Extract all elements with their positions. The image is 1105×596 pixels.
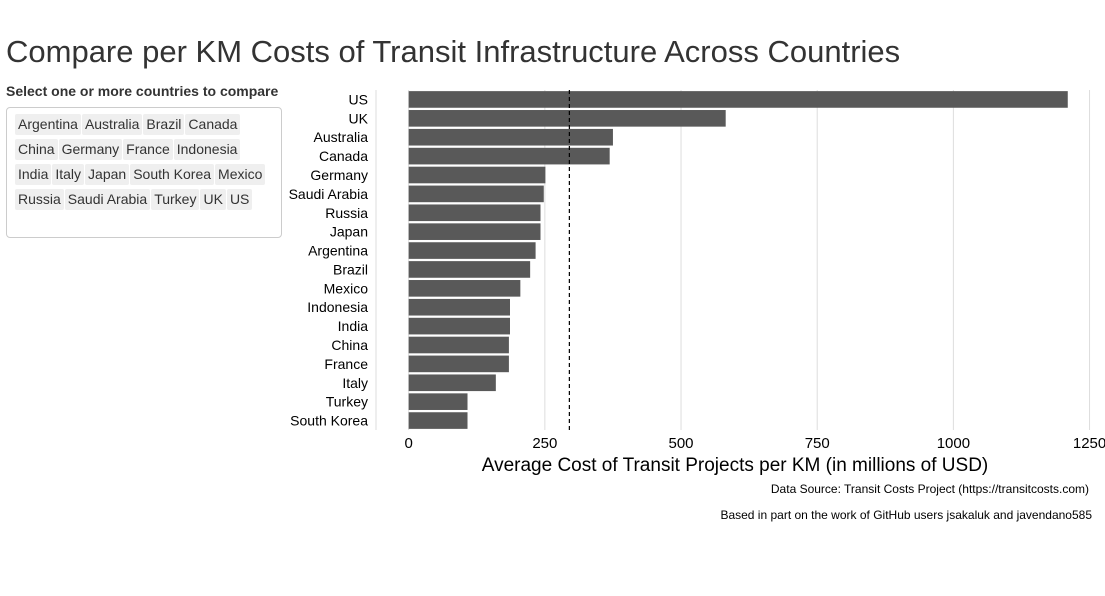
x-tick-label-750: 750 <box>805 435 830 452</box>
x-tick-label-250: 250 <box>532 435 557 452</box>
bar-brazil <box>408 261 531 278</box>
bar-turkey <box>408 393 468 410</box>
bar-germany <box>408 166 546 184</box>
bar-france <box>408 355 509 373</box>
country-chip-saudi-arabia[interactable]: Saudi Arabia <box>64 189 151 210</box>
country-chip-australia[interactable]: Australia <box>81 114 143 135</box>
category-label-canada: Canada <box>319 148 368 164</box>
bar-argentina <box>408 242 536 259</box>
category-label-india: India <box>338 318 369 334</box>
country-select-label: Select one or more countries to compare <box>6 83 279 99</box>
category-label-russia: Russia <box>325 205 368 221</box>
country-chip-india[interactable]: India <box>15 164 52 185</box>
bar-south-korea <box>408 412 468 429</box>
category-label-japan: Japan <box>330 224 368 240</box>
country-chip-germany[interactable]: Germany <box>58 139 123 160</box>
category-label-turkey: Turkey <box>326 394 368 410</box>
category-label-australia: Australia <box>314 129 369 145</box>
country-chip-indonesia[interactable]: Indonesia <box>173 139 241 160</box>
x-tick-label-1250: 1250 <box>1073 435 1105 452</box>
x-axis-label: Average Cost of Transit Projects per KM … <box>482 455 989 476</box>
category-label-france: France <box>324 356 368 372</box>
category-label-germany: Germany <box>310 167 368 183</box>
bar-italy <box>408 374 496 392</box>
category-label-south-korea: South Korea <box>290 413 368 429</box>
country-chip-france[interactable]: France <box>123 139 173 160</box>
page-title: Compare per KM Costs of Transit Infrastr… <box>6 34 901 69</box>
country-chip-china[interactable]: China <box>15 139 58 160</box>
credit-note: Based in part on the work of GitHub user… <box>720 508 1092 522</box>
bar-saudi-arabia <box>408 185 544 203</box>
country-chip-us[interactable]: US <box>226 189 253 210</box>
bar-china <box>408 336 509 354</box>
bar-russia <box>408 204 541 222</box>
country-chip-argentina[interactable]: Argentina <box>15 114 81 135</box>
category-label-us: US <box>349 91 368 107</box>
x-tick-label-500: 500 <box>669 435 694 452</box>
country-multiselect[interactable]: Argentina Australia Brazil Canada China Germa… <box>6 107 282 238</box>
category-label-china: China <box>331 337 368 353</box>
country-chip-brazil[interactable]: Brazil <box>143 114 185 135</box>
category-label-mexico: Mexico <box>324 280 369 296</box>
bar-indonesia <box>408 298 510 316</box>
category-label-saudi-arabia: Saudi Arabia <box>289 186 369 202</box>
bar-uk <box>408 110 726 127</box>
bar-india <box>408 317 510 335</box>
bar-us <box>408 91 1068 108</box>
category-label-uk: UK <box>349 110 369 126</box>
data-source-note: Data Source: Transit Costs Project (http… <box>770 482 1089 496</box>
country-chip-russia[interactable]: Russia <box>15 189 64 210</box>
country-chip-japan[interactable]: Japan <box>85 164 130 185</box>
bar-australia <box>408 128 613 146</box>
x-tick-label-1000: 1000 <box>937 435 970 452</box>
country-chip-turkey[interactable]: Turkey <box>151 189 200 210</box>
x-tick-label-0: 0 <box>405 435 413 452</box>
country-chip-canada[interactable]: Canada <box>185 114 241 135</box>
category-label-brazil: Brazil <box>333 261 368 277</box>
bar-canada <box>408 147 610 165</box>
country-chip-uk[interactable]: UK <box>200 189 226 210</box>
country-chip-mexico[interactable]: Mexico <box>215 164 266 185</box>
category-label-italy: Italy <box>342 375 368 391</box>
country-chip-south-korea[interactable]: South Korea <box>130 164 215 185</box>
category-label-indonesia: Indonesia <box>307 299 368 315</box>
bar-japan <box>408 223 541 240</box>
bar-mexico <box>408 280 521 297</box>
category-label-argentina: Argentina <box>308 243 368 259</box>
country-chip-italy[interactable]: Italy <box>52 164 85 185</box>
